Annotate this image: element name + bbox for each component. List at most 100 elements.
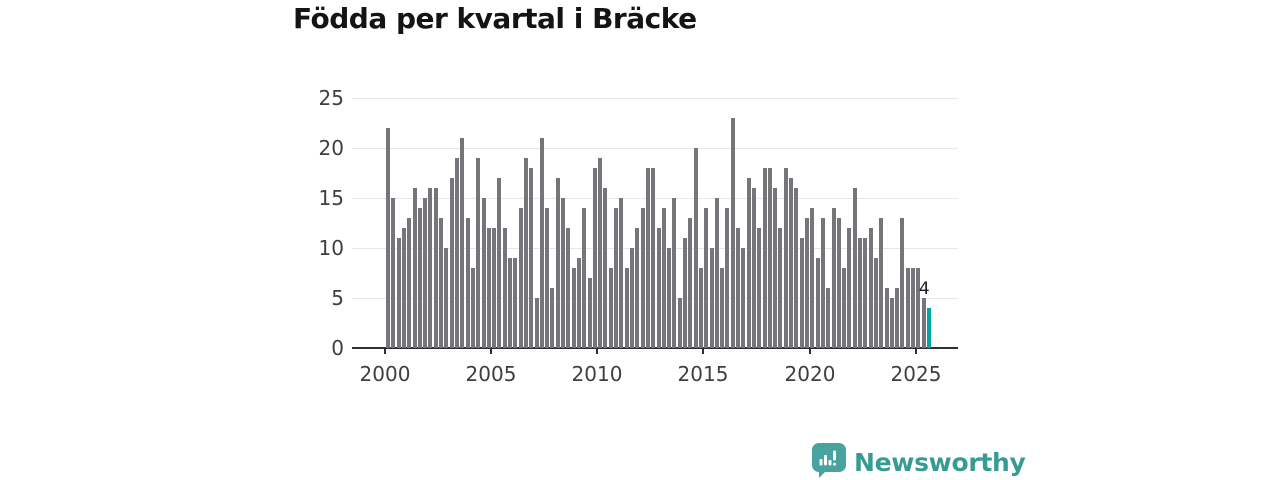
bar-2008-Q2 — [561, 198, 565, 348]
bar-2022-Q3 — [863, 238, 868, 348]
bar-2005-Q3 — [502, 228, 507, 348]
x-axis-line — [352, 347, 958, 349]
bar-2012-Q4 — [656, 228, 661, 348]
bar-2011-Q3 — [629, 248, 634, 348]
bar-2016-Q1 — [725, 208, 730, 348]
bar-2005-Q2 — [497, 178, 502, 348]
bar-2001-Q1 — [407, 218, 412, 348]
bar-2014-Q4 — [698, 268, 703, 348]
bar-2011-Q1 — [619, 198, 624, 348]
x-tick-label-2025: 2025 — [890, 362, 942, 386]
speech-bubble-bar-chart-icon — [812, 443, 846, 480]
gridline-y-25 — [352, 98, 958, 99]
bar-2007-Q1 — [534, 298, 539, 348]
bar-2003-Q2 — [454, 158, 459, 348]
y-tick-label-20: 20 — [318, 136, 344, 160]
bar-2002-Q1 — [428, 188, 433, 348]
bar-2013-Q3 — [672, 198, 677, 348]
bar-2018-Q4 — [783, 168, 788, 348]
bar-2018-Q2 — [773, 188, 778, 348]
bar-2019-Q1 — [789, 178, 793, 348]
bar-2001-Q3 — [417, 208, 422, 348]
bar-2021-Q3 — [842, 268, 847, 348]
bar-2010-Q4 — [614, 208, 618, 348]
bar-2020-Q4 — [826, 288, 831, 348]
bar-2012-Q3 — [651, 168, 656, 348]
chart-title: Födda per kvartal i Bräcke — [293, 2, 697, 35]
bar-2007-Q2 — [539, 138, 544, 348]
gridline-y-20 — [352, 148, 958, 149]
x-tick-mark-2025 — [915, 348, 917, 354]
bar-2008-Q3 — [566, 228, 571, 348]
bar-2013-Q2 — [667, 248, 672, 348]
bar-2003-Q1 — [449, 178, 454, 348]
bar-2023-Q3 — [884, 288, 889, 348]
bar-2020-Q1 — [810, 208, 815, 348]
highlight-bar-2025-Q3 — [926, 308, 931, 348]
x-tick-label-2010: 2010 — [571, 362, 623, 386]
bar-2020-Q2 — [815, 258, 820, 348]
bar-2004-Q2 — [476, 158, 481, 348]
bar-2018-Q3 — [778, 228, 783, 348]
bar-2016-Q3 — [736, 228, 740, 348]
bar-2010-Q1 — [598, 158, 603, 348]
bar-2023-Q4 — [889, 298, 894, 348]
bar-2017-Q2 — [751, 188, 756, 348]
x-tick-mark-2020 — [809, 348, 811, 354]
bar-2019-Q2 — [794, 188, 799, 348]
bar-2013-Q4 — [677, 298, 682, 348]
y-tick-label-0: 0 — [331, 336, 344, 360]
bar-2025-Q1 — [916, 268, 921, 348]
x-tick-mark-2010 — [596, 348, 598, 354]
bar-2020-Q3 — [820, 218, 825, 348]
bar-2015-Q4 — [720, 268, 725, 348]
bar-2002-Q2 — [433, 188, 438, 348]
bar-2010-Q2 — [603, 188, 608, 348]
x-tick-label-2005: 2005 — [465, 362, 517, 386]
bar-2004-Q4 — [486, 228, 491, 348]
bar-2022-Q4 — [868, 228, 873, 348]
bar-2009-Q2 — [582, 208, 587, 348]
bar-2024-Q1 — [895, 288, 900, 348]
bar-2000-Q1 — [386, 128, 390, 348]
bar-2004-Q3 — [481, 198, 486, 348]
bar-2012-Q2 — [645, 168, 650, 348]
bar-2018-Q1 — [767, 168, 772, 348]
bar-2014-Q3 — [693, 148, 698, 348]
x-tick-mark-2000 — [384, 348, 386, 354]
bar-2002-Q3 — [439, 218, 443, 348]
bar-2007-Q4 — [550, 288, 555, 348]
bar-2021-Q2 — [836, 218, 841, 348]
bar-2006-Q3 — [523, 158, 528, 348]
bar-2011-Q2 — [624, 268, 629, 348]
bar-2011-Q4 — [635, 228, 640, 348]
bar-2015-Q1 — [704, 208, 709, 348]
bar-2003-Q3 — [460, 138, 465, 348]
bar-2000-Q4 — [401, 228, 406, 348]
bar-2010-Q3 — [608, 268, 613, 348]
y-tick-label-5: 5 — [331, 286, 344, 310]
bar-2008-Q1 — [555, 178, 560, 348]
bar-2022-Q1 — [852, 188, 857, 348]
bar-2002-Q4 — [444, 248, 449, 348]
x-tick-label-2000: 2000 — [359, 362, 411, 386]
bar-2023-Q1 — [873, 258, 878, 348]
bar-2004-Q1 — [470, 268, 475, 348]
brand-wordmark: Newsworthy — [854, 448, 1026, 477]
x-tick-mark-2005 — [490, 348, 492, 354]
bar-2019-Q4 — [804, 218, 809, 348]
bar-2019-Q3 — [799, 238, 804, 348]
x-tick-mark-2015 — [702, 348, 704, 354]
bar-2006-Q4 — [529, 168, 534, 348]
y-tick-label-10: 10 — [318, 236, 344, 260]
bar-2005-Q1 — [492, 228, 497, 348]
last-value-label: 4 — [918, 279, 930, 299]
bar-2025-Q2 — [921, 298, 926, 348]
bar-2015-Q2 — [709, 248, 714, 348]
bar-2022-Q2 — [858, 238, 862, 348]
bar-2014-Q2 — [688, 218, 693, 348]
bar-2005-Q4 — [508, 258, 512, 348]
bar-2017-Q3 — [757, 228, 762, 348]
y-tick-label-15: 15 — [318, 186, 344, 210]
bar-2013-Q1 — [661, 208, 666, 348]
